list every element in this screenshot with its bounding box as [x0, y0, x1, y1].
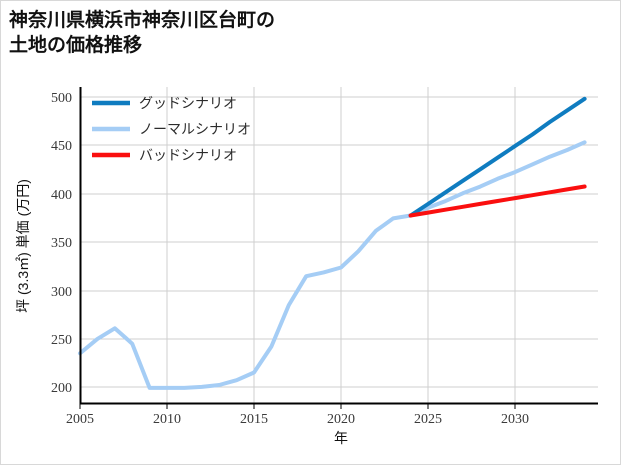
x-tick-label-3: 2020: [327, 412, 355, 427]
x-tick-label-4: 2025: [414, 412, 442, 427]
page-title: 神奈川県横浜市神奈川区台町の 土地の価格推移: [9, 10, 276, 57]
y-tick-label-1: 250: [51, 333, 72, 348]
legend-label-bad: バッドシナリオ: [139, 149, 237, 164]
series-good-scenario: [408, 96, 587, 218]
series-normal-scenario: [78, 140, 587, 390]
legend-label-good: グッドシナリオ: [139, 96, 237, 112]
y-tick-label-6: 500: [51, 91, 72, 106]
legend-item-normal[interactable]: ノーマルシナリオ: [92, 123, 251, 138]
y-tick-label-5: 450: [51, 139, 72, 154]
y-tick-label-2: 300: [51, 285, 72, 300]
x-tick-labels: 2005 2010 2015 2020 2025 2030: [66, 412, 529, 427]
axis-lines: [79, 87, 598, 405]
legend-label-normal: ノーマルシナリオ: [139, 123, 251, 138]
data-series-group: [78, 96, 587, 390]
y-tick-label-3: 350: [51, 236, 72, 251]
legend-item-good[interactable]: グッドシナリオ: [92, 96, 237, 112]
y-tick-labels: 200 250 300 350 400 450 500: [51, 91, 72, 396]
x-tick-label-0: 2005: [66, 412, 94, 427]
legend-item-bad[interactable]: バッドシナリオ: [92, 149, 237, 164]
x-tick-label-2: 2015: [240, 412, 268, 427]
x-tick-label-1: 2010: [153, 412, 181, 427]
y-tick-label-0: 200: [51, 381, 72, 396]
horizontal-gridlines: [80, 96, 598, 388]
y-tick-label-4: 400: [51, 188, 72, 203]
series-bad-scenario: [408, 184, 587, 218]
y-axis-title: 坪 (3.3㎡) 単価 (万円): [15, 179, 31, 313]
vertical-gridlines: [166, 87, 516, 404]
x-tick-marks: [79, 404, 516, 409]
x-axis-title: 年: [334, 430, 348, 446]
x-tick-label-5: 2030: [501, 412, 529, 427]
chart-legend: グッドシナリオ ノーマルシナリオ バッドシナリオ: [92, 96, 251, 164]
